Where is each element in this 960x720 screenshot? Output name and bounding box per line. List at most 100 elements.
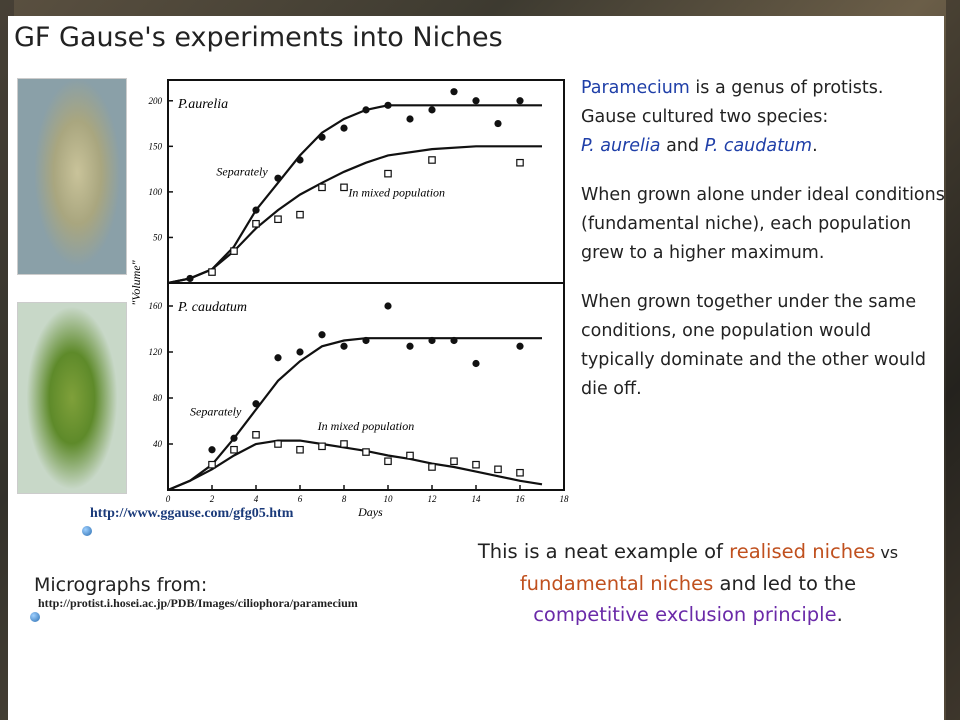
protist-link[interactable]: http://protist.i.hosei.ac.jp/PDB/Images/… xyxy=(38,596,358,610)
data-point-open xyxy=(208,460,216,469)
data-point-open xyxy=(252,219,260,228)
and-text: and xyxy=(660,136,705,156)
data-point-filled xyxy=(208,446,216,454)
data-point-filled xyxy=(318,331,326,339)
fit-curve xyxy=(167,145,542,285)
data-point-filled xyxy=(494,119,502,128)
x-tick-label: 8 xyxy=(342,494,347,504)
data-point-filled xyxy=(274,174,282,182)
conclusion-part1: This is a neat example of xyxy=(477,540,730,563)
fundamental-niches: fundamental niches xyxy=(519,572,714,595)
gause-growth-charts: 50 100 150 200 P.aurelia Separately In mixed p… xyxy=(122,78,572,519)
y-tick-label: 120 xyxy=(149,347,163,357)
y-tick-label: 160 xyxy=(149,301,163,311)
paragraph-together: When grown together under the same condi… xyxy=(581,292,926,399)
data-point-filled xyxy=(472,359,480,368)
data-point-filled xyxy=(274,354,282,362)
paragraph-alone: When grown alone under ideal conditions … xyxy=(581,185,945,263)
species-2: P. caudatum xyxy=(704,136,813,156)
data-point-filled xyxy=(318,133,326,141)
conclusion-dot: . xyxy=(836,603,843,626)
data-point-filled xyxy=(296,348,304,356)
y-tick-label: 50 xyxy=(153,232,163,242)
curve-label-separately: Separately xyxy=(216,164,268,178)
curve-label-separately: Separately xyxy=(190,404,242,418)
data-point-open xyxy=(296,210,304,219)
data-point-filled xyxy=(428,106,436,114)
data-point-open xyxy=(230,247,238,255)
data-point-open xyxy=(274,440,282,448)
x-tick-label: 14 xyxy=(472,494,482,504)
y-tick-label: 40 xyxy=(153,439,163,449)
data-point-open xyxy=(384,169,392,178)
paramecium-bursaria-micrograph xyxy=(17,302,127,494)
data-point-open xyxy=(318,442,326,451)
data-point-open xyxy=(230,445,238,454)
data-point-open xyxy=(516,158,524,167)
data-point-open xyxy=(384,457,392,466)
data-point-filled xyxy=(384,302,392,310)
x-axis-label: Days xyxy=(357,505,383,519)
x-tick-label: 6 xyxy=(298,494,303,504)
explanation-text: Paramecium is a genus of protists. Gause… xyxy=(581,74,946,424)
data-point-open xyxy=(296,445,304,454)
ggause-link[interactable]: http://www.ggause.com/gfg05.htm xyxy=(90,506,294,521)
curve-label-mixed: In mixed population xyxy=(317,419,415,433)
panel-title: P.aurelia xyxy=(177,97,228,112)
data-point-open xyxy=(428,463,436,471)
paragraph-intro: Paramecium is a genus of protists. Gause… xyxy=(581,74,946,161)
chart-frame xyxy=(167,79,565,491)
fit-curve xyxy=(167,337,542,492)
data-point-filled xyxy=(406,115,414,123)
fit-curve xyxy=(167,439,543,492)
data-point-filled xyxy=(362,336,370,345)
data-point-open xyxy=(494,465,502,474)
data-point-filled xyxy=(296,156,304,164)
data-point-filled xyxy=(516,97,524,105)
x-tick-label: 4 xyxy=(254,494,259,504)
data-point-open xyxy=(450,457,458,466)
data-point-open xyxy=(318,183,326,192)
y-tick-label: 150 xyxy=(149,141,163,151)
competitive-exclusion-principle: competitive exclusion principle xyxy=(533,603,837,626)
curve-label-mixed: In mixed population xyxy=(347,185,445,199)
genus-name: Paramecium xyxy=(581,78,690,98)
data-point-filled xyxy=(384,101,392,109)
data-point-filled xyxy=(252,206,260,214)
x-tick-label: 0 xyxy=(166,494,171,504)
species-1: P. aurelia xyxy=(581,136,661,156)
data-point-open xyxy=(252,431,260,439)
x-tick-label: 10 xyxy=(384,494,394,504)
data-point-filled xyxy=(340,124,348,132)
data-point-open xyxy=(274,215,282,224)
slide: GF Gause's experiments into Niches 50 100… xyxy=(8,16,946,720)
data-point-open xyxy=(340,440,348,448)
data-point-filled xyxy=(186,274,194,283)
panel-title: P. caudatum xyxy=(177,300,247,315)
data-point-filled xyxy=(472,97,480,105)
conclusion-part2: and led to the xyxy=(713,572,857,595)
y-tick-label: 100 xyxy=(149,187,163,197)
data-point-filled xyxy=(340,342,348,350)
globe-icon xyxy=(82,526,92,536)
conclusion-text: This is a neat example of realised niche… xyxy=(438,536,938,630)
data-point-open xyxy=(472,460,480,469)
data-point-open xyxy=(340,183,348,192)
y-tick-label: 80 xyxy=(153,393,163,403)
data-point-filled xyxy=(428,336,436,345)
data-point-open xyxy=(516,468,524,477)
intro-line2: Gause cultured two species: xyxy=(581,107,829,127)
data-point-filled xyxy=(362,106,370,114)
paramecium-aurelia-micrograph xyxy=(17,78,127,275)
data-point-open xyxy=(362,448,370,456)
x-tick-label: 18 xyxy=(560,494,570,504)
y-axis-label: "Volume" xyxy=(129,259,143,305)
intro-text: is a genus of protists. xyxy=(689,78,884,98)
data-point-filled xyxy=(450,336,458,345)
micrographs-label: Micrographs from: xyxy=(34,574,208,596)
data-point-filled xyxy=(450,88,458,96)
vs-text: vs xyxy=(875,543,899,562)
data-point-filled xyxy=(230,434,238,442)
globe-icon xyxy=(30,612,40,622)
